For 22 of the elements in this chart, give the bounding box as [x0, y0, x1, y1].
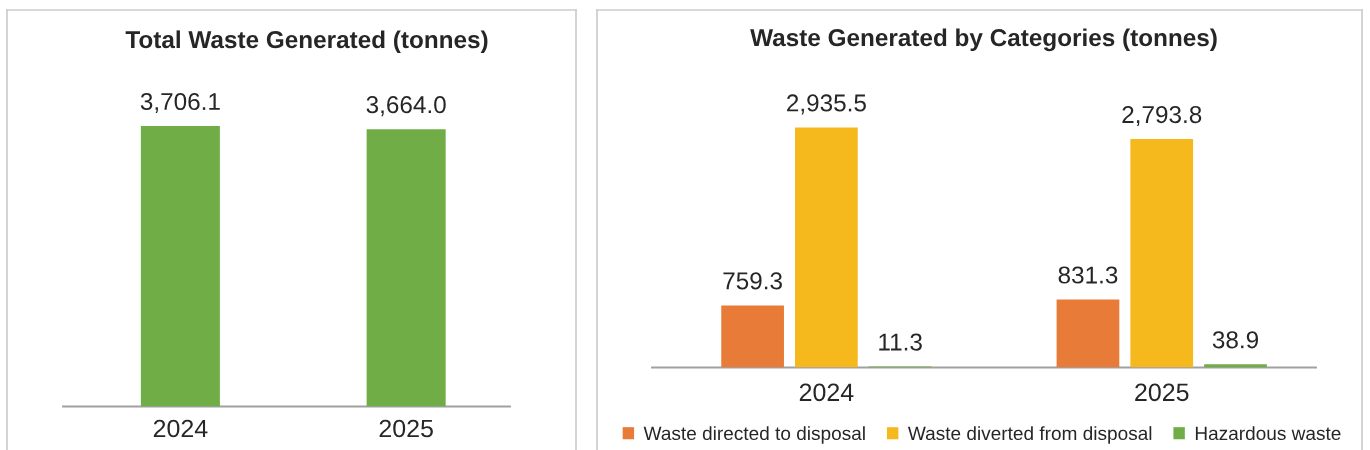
data-label: 759.3 [723, 272, 782, 290]
bar [1056, 299, 1120, 368]
data-label: 11.3 [879, 333, 922, 351]
x-tick-label: 2024 [799, 383, 854, 402]
data-label: 2,793.8 [1122, 105, 1202, 127]
x-tick-label: 2024 [153, 419, 208, 438]
data-label: 38.9 [1212, 331, 1259, 349]
data-label: 831.3 [1058, 266, 1118, 284]
x-tick-label: 2025 [379, 419, 433, 438]
bar [1130, 139, 1194, 368]
legend-label: Hazardous waste [1195, 426, 1341, 441]
x-tick-label: 2025 [1135, 383, 1189, 402]
data-label: 3,664.0 [366, 96, 446, 117]
legend-label: Waste directed to disposal [643, 426, 865, 444]
bar [721, 305, 784, 368]
bar [795, 127, 858, 368]
data-label: 3,706.1 [140, 92, 220, 113]
legend-label: Waste diverted from disposal [907, 426, 1152, 444]
chart-title: Waste Generated by Categories (tonnes) [750, 28, 1217, 52]
chart-title: Total Waste Generated (tonnes) [125, 30, 488, 54]
data-label: 2,935.5 [787, 94, 866, 115]
bar [1204, 364, 1267, 368]
